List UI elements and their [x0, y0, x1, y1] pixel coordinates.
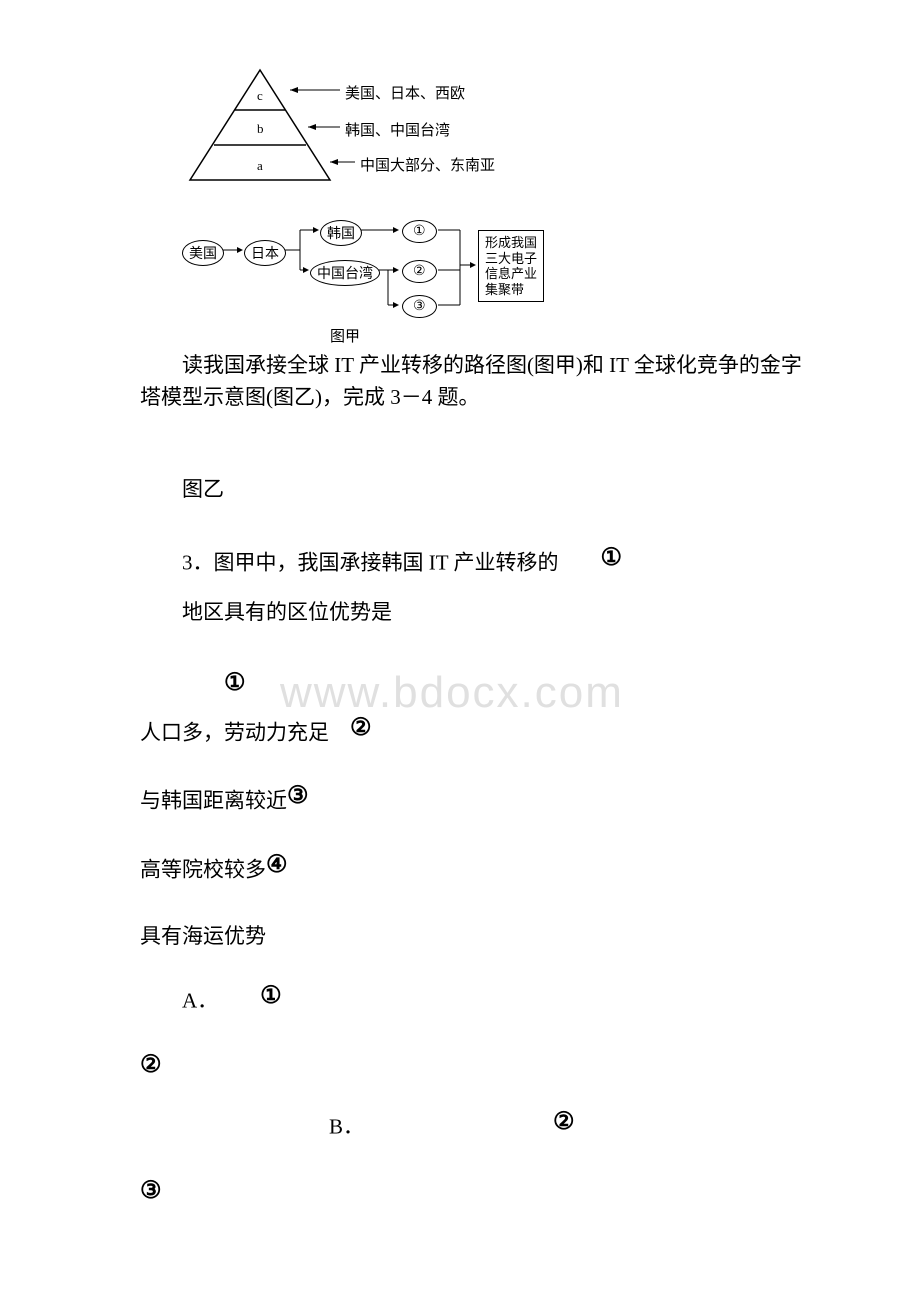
q3-item3-text-line: 高等院校较多④	[140, 850, 820, 893]
flow-result-box: 形成我国三大电子信息产业集聚带	[478, 230, 544, 302]
flow-diagram: 美国 日本 韩国 中国台湾 ① ② ③ 形成我国三大电子信息产业集聚带	[180, 210, 620, 320]
q3-item1-num: ①	[182, 662, 246, 705]
q3-option-b-label: B．	[329, 1114, 364, 1138]
q3-stem-line2: 地区具有的区位优势是	[140, 594, 820, 632]
q3-option-a-second-line: ②	[140, 1044, 820, 1087]
sub-caption: 图乙	[140, 473, 820, 503]
svg-text:a: a	[257, 158, 263, 173]
q3-item2-num: ②	[350, 707, 372, 750]
q3-option-b-second: ③	[140, 1170, 162, 1213]
flow-node-2: ②	[402, 260, 437, 283]
q3-stem-line1: 3．图甲中，我国承接韩国 IT 产业转移的①	[140, 543, 820, 586]
diagram-container: c b a 美国、日本、西欧 韩国、中国台湾 中国大部分、东南亚	[180, 60, 820, 320]
pyramid-label-b: 韩国、中国台湾	[345, 119, 450, 140]
diagram-caption: 图甲	[330, 325, 360, 346]
q3-item1-text-line: 人口多，劳动力充足 ②	[140, 713, 820, 756]
q3-item4-text-line: 具有海运优势	[140, 918, 820, 956]
pyramid-label-a: 中国大部分、东南亚	[360, 154, 495, 175]
q3-item3-text: 高等院校较多	[140, 857, 266, 881]
q3-item2-text-line: 与韩国距离较近③	[140, 781, 820, 824]
q3-option-a-line: A．①	[140, 981, 820, 1024]
pyramid-diagram: c b a 美国、日本、西欧 韩国、中国台湾 中国大部分、东南亚	[180, 60, 580, 200]
q3-item4-text: 具有海运优势	[140, 924, 266, 948]
q3-item1-num-line: ①	[140, 662, 820, 705]
q3-item1-text: 人口多，劳动力充足	[140, 721, 329, 745]
q3-stem-circled: ①	[558, 537, 622, 580]
flow-svg	[180, 210, 620, 320]
flow-result-text: 形成我国三大电子信息产业集聚带	[485, 235, 537, 297]
flow-node-jp: 日本	[244, 240, 286, 266]
flow-node-kr: 韩国	[320, 220, 362, 246]
flow-node-3: ③	[402, 295, 437, 318]
q3-stem-prefix: 3．图甲中，我国承接韩国 IT 产业转移的	[182, 550, 558, 574]
q3-option-b-second-line: ③	[140, 1170, 820, 1213]
pyramid-label-c: 美国、日本、西欧	[345, 82, 465, 103]
q3-option-b-line: B．②	[140, 1107, 820, 1150]
q3-option-a-label: A．	[182, 988, 218, 1012]
q3-item3-num: ③	[287, 775, 309, 818]
svg-text:b: b	[257, 121, 264, 136]
svg-text:c: c	[257, 88, 263, 103]
flow-node-us: 美国	[182, 240, 224, 266]
q3-option-a-first: ①	[218, 975, 282, 1018]
q3-option-a-second: ②	[140, 1044, 162, 1087]
flow-node-1: ①	[402, 220, 437, 243]
q3-item4-num: ④	[266, 844, 288, 887]
flow-node-tw: 中国台湾	[310, 260, 380, 286]
q3-item2-text: 与韩国距离较近	[140, 789, 287, 813]
q3-option-b-first: ②	[364, 1101, 575, 1144]
intro-paragraph: 读我国承接全球 IT 产业转移的路径图(图甲)和 IT 全球化竞争的金字塔模型示…	[140, 350, 820, 413]
